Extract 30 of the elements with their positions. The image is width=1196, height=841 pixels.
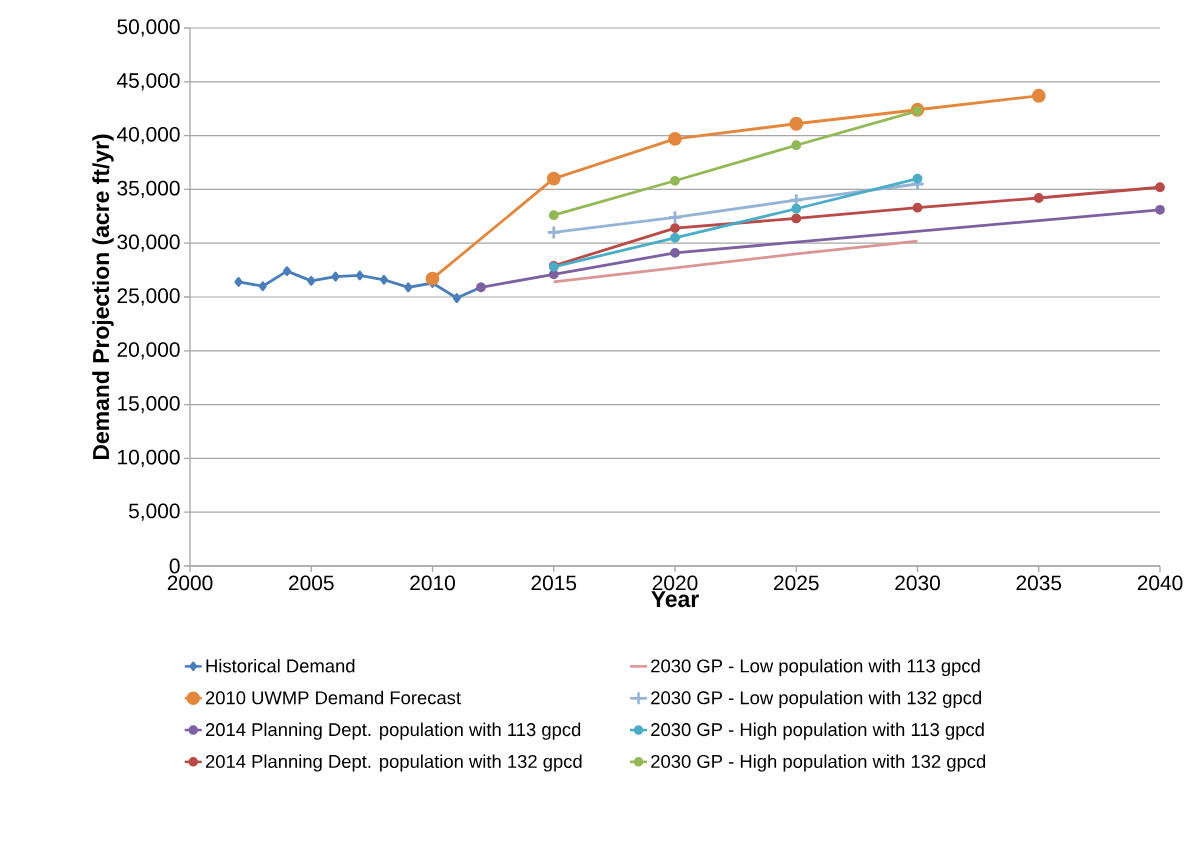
x-axis-title: Year [651, 591, 699, 608]
y-tick-label: 30,000 [117, 234, 180, 252]
x-tick-label: 2030 [895, 575, 940, 591]
y-tick-label: 5,000 [128, 503, 180, 521]
legend-label: 2030 GP - High population with 113 gpcd [651, 722, 984, 740]
x-tick-label: 2035 [1016, 575, 1062, 591]
y-axis-title: Demand Projection (acre ft/yr) [92, 134, 114, 460]
y-tick-label: 40,000 [116, 126, 180, 145]
x-tick-label: 2000 [167, 575, 213, 591]
legend-label: 2030 GP - Low population with 113 gpcd [651, 658, 980, 677]
x-tick-label: 2015 [531, 575, 577, 591]
legend-label: 2010 UWMP Demand Forecast [205, 690, 461, 705]
y-tick-label: 20,000 [117, 342, 180, 360]
legend-label: 2014 Planning Dept. population with 113 gpcd [205, 722, 581, 740]
legend-label: 2030 GP - High population with 132 gpcd [651, 754, 986, 772]
x-tick-label: 2020 [652, 575, 698, 591]
y-tick-label: 0 [169, 558, 180, 574]
x-tick-label: 2025 [774, 575, 819, 591]
x-tick-label: 2005 [289, 575, 334, 591]
y-tick-label: 25,000 [117, 288, 180, 306]
legend-label: Historical Demand [206, 658, 355, 673]
legend-label: 2030 GP - Low population with 132 gpcd [651, 690, 981, 708]
y-tick-label: 10,000 [118, 449, 180, 468]
x-tick-label: 2040 [1137, 575, 1183, 591]
x-tick-label: 2010 [410, 575, 455, 591]
y-tick-label: 50,000 [117, 19, 180, 37]
y-tick-label: 15,000 [118, 395, 180, 414]
y-tick-label: 45,000 [116, 73, 180, 91]
legend-label: 2014 Planning Dept. population with 132 gpcd [205, 754, 582, 772]
y-tick-label: 35,000 [117, 180, 180, 199]
